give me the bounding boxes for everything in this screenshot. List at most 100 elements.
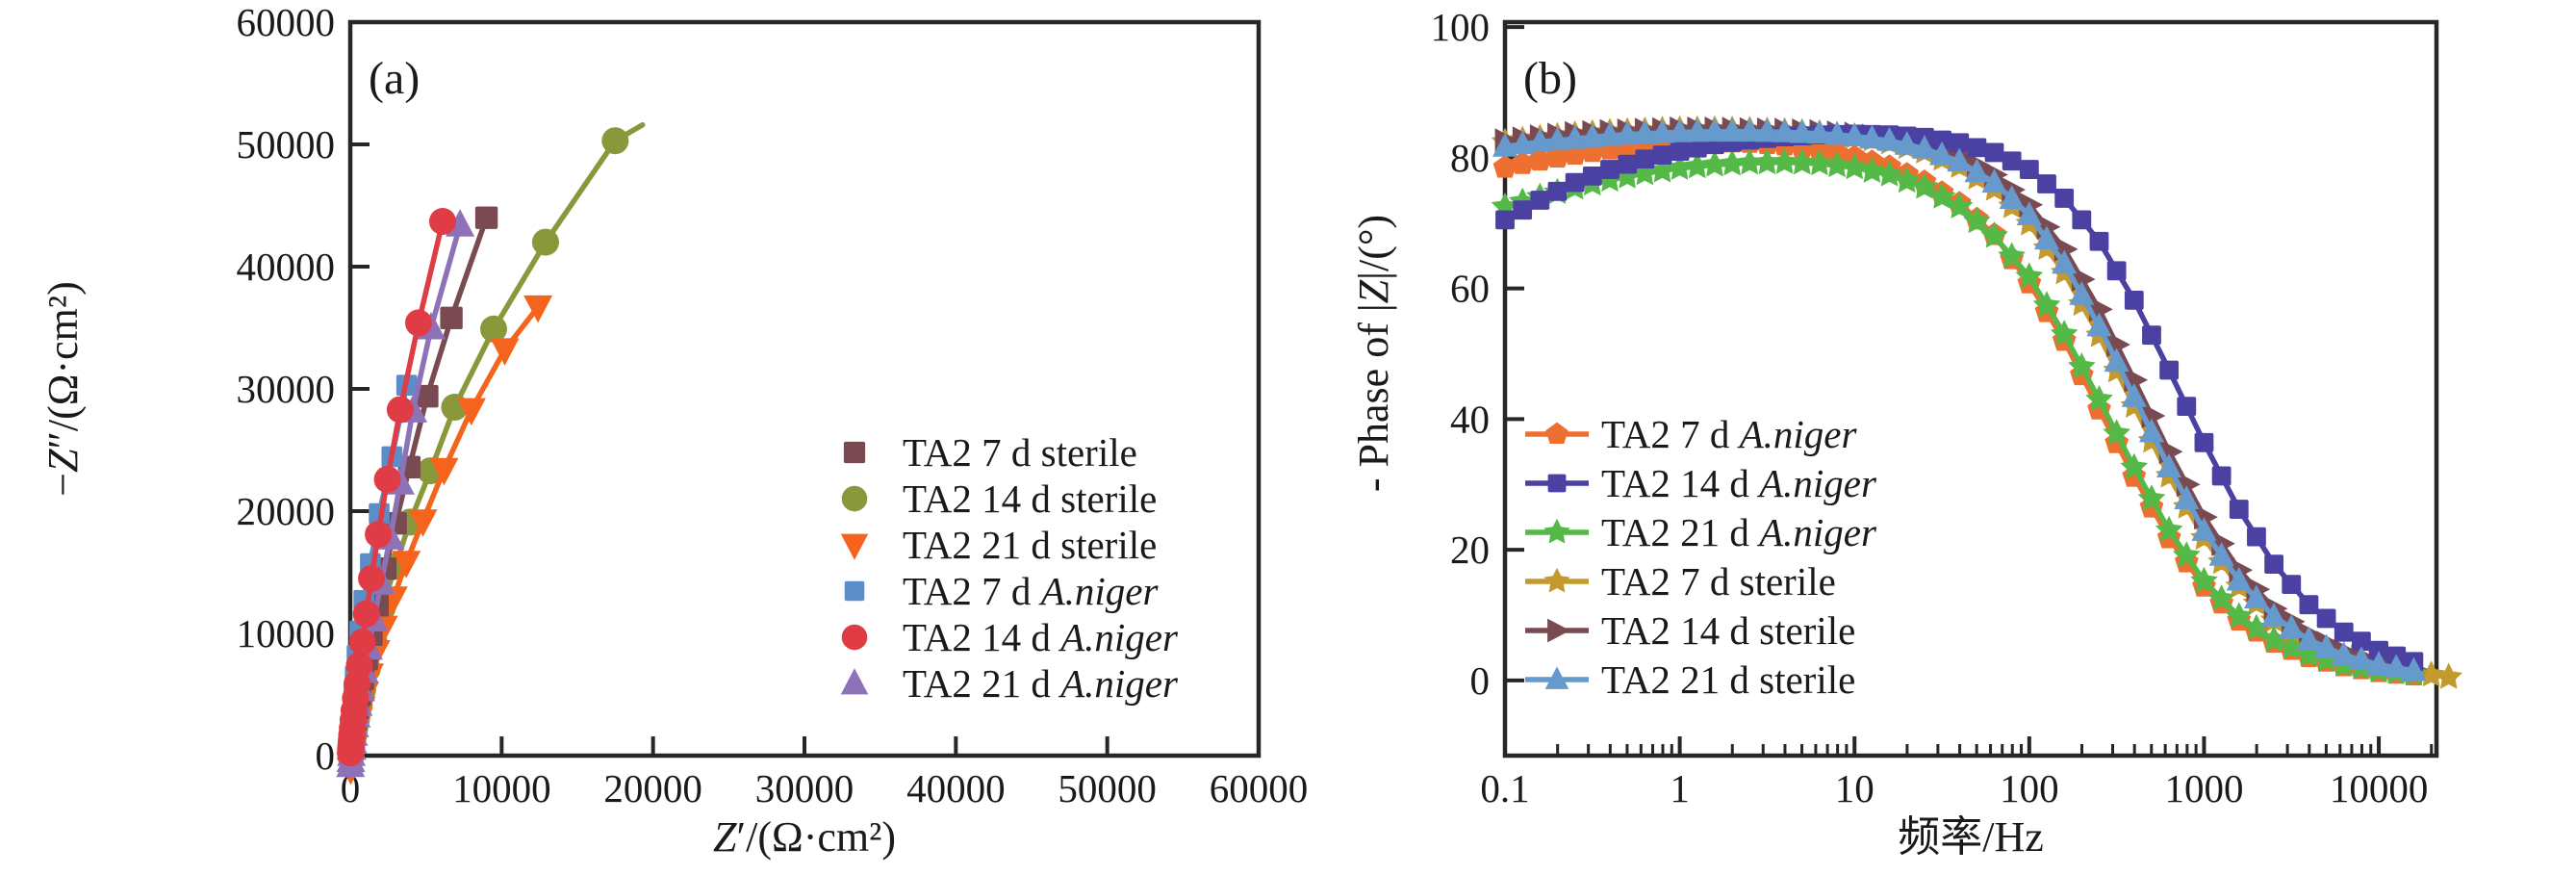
circle-marker xyxy=(352,600,380,628)
legend-item-a-ta2-21d-aniger: TA2 21 d A.niger xyxy=(840,661,1179,706)
tri-up-marker xyxy=(1806,119,1832,144)
tri-up-marker xyxy=(1981,168,2007,193)
y-tick-label: 10000 xyxy=(237,611,336,656)
tri-up-marker xyxy=(1649,118,1675,143)
tri-up-marker xyxy=(2069,281,2095,305)
square-marker xyxy=(440,306,463,330)
star-marker xyxy=(1963,207,1991,234)
legend-label: TA2 21 d A.niger xyxy=(903,661,1179,706)
legend-tri-down-marker xyxy=(840,533,869,560)
star-marker xyxy=(1788,148,1816,175)
tri-up-marker xyxy=(1562,124,1588,149)
star-marker xyxy=(2242,613,2271,640)
square-marker xyxy=(2352,631,2371,652)
tri-up-marker xyxy=(2313,633,2339,658)
tri-up-marker xyxy=(1615,120,1641,145)
tri-up-marker xyxy=(1701,117,1727,142)
x-tick-label: 0 xyxy=(341,766,361,811)
legend-label: TA2 21 d A.niger xyxy=(1601,510,1877,554)
legend: TA2 7 d A.niger TA2 14 d A.niger TA2 21 d … xyxy=(1525,412,1877,702)
legend-item-a-ta2-7d-sterile: TA2 7 d sterile xyxy=(843,430,1137,475)
circle-marker xyxy=(348,628,376,656)
x-tick-label: 10 xyxy=(1835,766,1875,811)
series-a-ta2-14d-aniger xyxy=(337,208,456,767)
x-tick-label: 0.1 xyxy=(1480,766,1529,811)
star-marker xyxy=(1666,153,1694,180)
square-marker xyxy=(2159,360,2180,380)
legend-label: TA2 7 d A.niger xyxy=(1601,412,1858,456)
y-tick-label: 30000 xyxy=(237,367,336,411)
square-marker xyxy=(1635,149,1655,169)
tri-down-marker xyxy=(523,295,553,323)
star-marker xyxy=(2173,541,2201,568)
tri-up-marker xyxy=(2296,626,2322,651)
tri-up-marker xyxy=(2174,485,2200,509)
y-tick-label: 20000 xyxy=(237,489,336,533)
y-tick-label: 80 xyxy=(1450,136,1490,180)
legend-tri-right-marker xyxy=(1547,618,1570,643)
tri-down-marker xyxy=(392,551,421,579)
legend-item-a-ta2-21d-sterile: TA2 21 d sterile xyxy=(840,523,1157,567)
tri-up-marker xyxy=(1632,119,1658,144)
panel-tag: (a) xyxy=(369,53,420,104)
tri-up-marker xyxy=(2121,383,2147,407)
x-tick-label: 60000 xyxy=(1210,766,1309,811)
star-marker xyxy=(1805,149,1834,176)
square-marker xyxy=(2072,210,2092,230)
legend-square-marker xyxy=(1547,474,1567,493)
series-markers-b-ta2-21d-sterile xyxy=(1492,117,2427,682)
square-marker xyxy=(1950,133,1970,153)
legend-item-a-ta2-7d-aniger: TA2 7 d A.niger xyxy=(844,569,1160,613)
y-tick-label: 20 xyxy=(1450,528,1490,572)
tri-up-marker xyxy=(2104,347,2130,373)
legend-square-marker xyxy=(843,441,866,464)
legend-item-b-ta2-14d-aniger: TA2 14 d A.niger xyxy=(1525,461,1877,505)
tri-up-marker xyxy=(2348,646,2374,670)
tri-up-marker xyxy=(1929,141,1954,166)
y-tick-label: 100 xyxy=(1431,5,1491,49)
x-tick-label: 100 xyxy=(2000,766,2059,811)
x-tick-label: 10000 xyxy=(2330,766,2429,811)
tri-up-marker xyxy=(1737,117,1763,142)
square-marker xyxy=(2089,231,2109,251)
y-tick-label: 0 xyxy=(1470,658,1491,703)
star-marker xyxy=(2225,602,2253,629)
y-tick-label: 60 xyxy=(1450,267,1490,311)
legend-label: TA2 14 d A.niger xyxy=(903,615,1179,659)
legend-circle-marker xyxy=(841,485,868,512)
tri-up-marker xyxy=(1947,147,1973,172)
legend-star-marker xyxy=(1543,567,1570,593)
square-marker xyxy=(1513,200,1533,220)
tri-up-marker xyxy=(1544,126,1570,151)
tri-up-marker xyxy=(2243,584,2269,609)
tri-up-marker xyxy=(1579,123,1605,147)
star-marker xyxy=(2103,419,2130,446)
star-marker xyxy=(1945,192,1974,219)
tri-up-marker xyxy=(1772,118,1798,142)
circle-marker xyxy=(479,315,507,343)
square-marker xyxy=(1582,166,1602,186)
legend-item-b-ta2-14d-sterile: TA2 14 d sterile xyxy=(1525,608,1855,653)
series-b-ta2-21d-sterile xyxy=(1492,117,2427,682)
x-tick-label: 40000 xyxy=(906,766,1006,811)
circle-marker xyxy=(386,396,414,424)
square-marker xyxy=(2142,325,2161,346)
star-marker xyxy=(2068,352,2096,379)
tri-up-marker xyxy=(1876,126,1902,151)
tri-up-marker xyxy=(1597,121,1622,146)
legend-item-a-ta2-14d-sterile: TA2 14 d sterile xyxy=(841,476,1157,521)
legend-item-b-ta2-21d-aniger: TA2 21 d A.niger xyxy=(1525,510,1877,554)
star-marker xyxy=(1875,160,1903,187)
star-marker xyxy=(1736,148,1764,175)
star-marker xyxy=(2435,662,2462,689)
tri-up-marker xyxy=(2401,656,2427,682)
circle-marker xyxy=(531,228,559,256)
tri-up-marker xyxy=(1894,131,1920,155)
square-marker xyxy=(2124,290,2144,310)
y-tick-label: 40000 xyxy=(237,244,336,289)
star-marker xyxy=(2032,291,2061,318)
square-marker xyxy=(1984,142,2004,163)
star-marker xyxy=(1980,221,2008,248)
